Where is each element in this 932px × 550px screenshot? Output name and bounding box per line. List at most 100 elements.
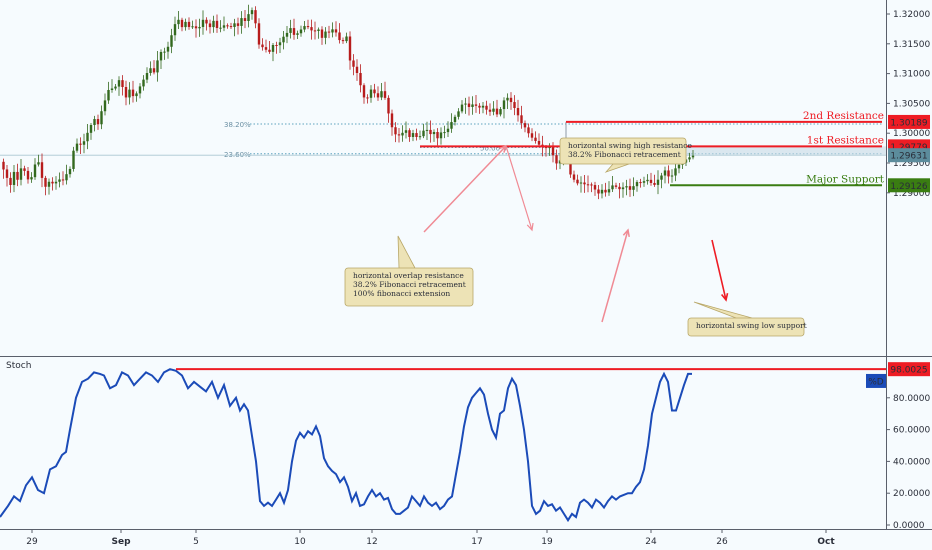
candle [254, 6, 257, 29]
candle [100, 105, 103, 130]
candle [572, 170, 576, 183]
candle [446, 121, 450, 137]
annotation-box: horizontal swing low support [687, 301, 807, 337]
candle [26, 167, 30, 184]
candle-body [492, 108, 495, 112]
level-price-text: 1.30189 [890, 118, 927, 128]
candle-body [320, 29, 324, 38]
arrow-rally [601, 229, 629, 323]
candle [2, 158, 5, 179]
candle [352, 54, 355, 76]
candle-body [338, 32, 341, 41]
candle-body [296, 33, 299, 35]
candle-body [75, 143, 79, 151]
time-axis[interactable]: 29 Sep 5 10 12 17 19 24 26 Oct [26, 529, 835, 547]
candle [555, 149, 558, 170]
candle [72, 146, 75, 172]
candle-body [243, 18, 247, 22]
candle-body [285, 32, 289, 37]
candle-body [215, 20, 219, 29]
candle-body [152, 68, 156, 73]
candle-body [23, 168, 26, 171]
candle-body [485, 105, 488, 110]
price-tick-label: 1.30000 [893, 129, 930, 139]
candle [135, 91, 138, 102]
candle [33, 158, 37, 180]
candle-body [107, 89, 110, 101]
stoch-axis[interactable]: 98.0025 %D 80.0000 60.0000 40.0000 20.0000 0.0… [866, 362, 930, 531]
candle [380, 83, 383, 101]
annotation-pointer [693, 301, 753, 319]
candle [369, 85, 373, 103]
candle-body [422, 130, 425, 137]
candle [222, 16, 226, 32]
candle [590, 182, 593, 193]
candle-body [639, 182, 642, 184]
candle [156, 51, 159, 82]
candle [404, 121, 408, 139]
candle-body [121, 80, 124, 88]
candle [219, 20, 222, 33]
stoch-tick-label: 20.0000 [893, 489, 930, 499]
candle [579, 176, 583, 193]
candle-body [418, 136, 422, 138]
annotation-pointer [604, 163, 630, 173]
candle [649, 172, 653, 186]
candle [166, 41, 170, 59]
candle-body [292, 28, 296, 35]
candle [506, 93, 509, 109]
candle-body [625, 186, 628, 188]
candle [163, 47, 166, 60]
candle-body [642, 181, 646, 183]
candle [345, 32, 348, 44]
candles [2, 4, 695, 200]
price-tick-label: 1.31500 [893, 40, 930, 50]
candle [481, 101, 485, 114]
candle [397, 128, 401, 143]
candle-body [317, 29, 320, 31]
level-label-support: Major Support [806, 173, 885, 185]
candle-body [331, 29, 334, 33]
candle [618, 182, 621, 199]
annotation-line: 38.2% Fibonacci retracement [353, 280, 466, 289]
candle [121, 75, 124, 96]
candle-body [93, 119, 96, 126]
candle [625, 179, 628, 196]
candle-body [359, 73, 362, 86]
stoch-pane[interactable] [0, 357, 886, 529]
candle [341, 37, 345, 44]
candle [478, 103, 481, 114]
candle [96, 114, 100, 130]
candle-body [366, 97, 369, 99]
candle-body [212, 20, 215, 28]
candle [607, 181, 611, 196]
candle-body [128, 89, 131, 98]
annotation-line: 100% fibonacci extension [353, 289, 450, 298]
candle [516, 99, 520, 122]
candle [313, 21, 317, 40]
price-axis[interactable]: 1.32000 1.31500 1.31000 1.30500 1.30000 1.295… [886, 10, 930, 199]
candle [593, 181, 597, 196]
candle [44, 175, 47, 196]
arrows-layer [423, 144, 729, 323]
candle-body [663, 170, 667, 176]
candle [513, 95, 516, 116]
candle-body [604, 189, 607, 193]
candle [107, 81, 110, 104]
candle-body [191, 26, 194, 28]
candle-body [299, 29, 303, 34]
candle-body [89, 125, 93, 133]
candle [467, 96, 471, 116]
candle [492, 101, 495, 116]
candle-body [383, 91, 387, 98]
stoch-tick-label: 0.0000 [893, 521, 925, 531]
candle-body [667, 170, 670, 177]
candle-body [12, 171, 16, 185]
candle [485, 100, 488, 115]
candle-body [530, 133, 534, 138]
stoch-tick-label: 60.0000 [893, 426, 930, 436]
candle-body [394, 127, 397, 135]
